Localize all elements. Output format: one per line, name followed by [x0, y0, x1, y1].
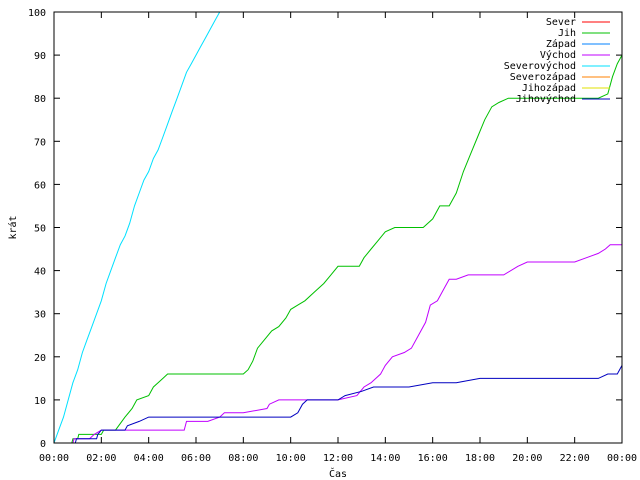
x-tick-label: 10:00	[276, 453, 306, 464]
y-tick-label: 10	[34, 396, 46, 407]
series-lines	[53, 11, 623, 444]
axis-ticks: 0 10 20 30 40 50 60 70 80 90 100 00:00 02:00 04:00 06:…	[28, 8, 637, 464]
x-tick-label: 08:00	[228, 453, 258, 464]
legend-label: Jihozápad	[522, 82, 576, 94]
y-tick-label: 30	[34, 310, 46, 321]
x-tick-label: 22:00	[560, 453, 590, 464]
x-tick-label: 04:00	[134, 453, 164, 464]
y-tick-label: 80	[34, 94, 46, 105]
x-tick-label: 18:00	[465, 453, 495, 464]
x-tick-label: 00:00	[607, 453, 637, 464]
series-line-1	[54, 54, 623, 444]
legend-label: Sever	[546, 17, 576, 28]
legend-label: Západ	[546, 38, 576, 50]
legend-label: Severovýchod	[504, 60, 576, 72]
series-line-4	[53, 11, 222, 444]
x-tick-label: 16:00	[418, 453, 448, 464]
y-tick-label: 70	[34, 137, 46, 148]
plot-frame	[53, 11, 623, 444]
legend-label: Severozápad	[510, 71, 576, 83]
y-tick-label: 100	[28, 8, 46, 19]
y-tick-label: 20	[34, 353, 46, 364]
x-tick-label: 00:00	[39, 453, 69, 464]
legend-label: Východ	[540, 49, 576, 61]
x-tick-label: 12:00	[323, 453, 353, 464]
y-tick-label: 90	[34, 51, 46, 62]
y-tick-label: 60	[34, 180, 46, 191]
x-axis-label: Čas	[329, 467, 347, 480]
y-tick-label: 40	[34, 267, 46, 278]
legend-label: Jihovýchod	[516, 93, 576, 105]
y-tick-label: 50	[34, 224, 46, 235]
x-tick-label: 20:00	[512, 453, 542, 464]
x-tick-label: 06:00	[181, 453, 211, 464]
legend-label: Jih	[558, 28, 576, 39]
legend: SeverJihZápadVýchodSeverovýchodSeverozáp…	[504, 17, 610, 105]
y-tick-label: 0	[40, 439, 46, 450]
x-tick-label: 14:00	[370, 453, 400, 464]
y-axis-label: krát	[7, 215, 19, 239]
series-line-3	[54, 244, 622, 444]
x-tick-label: 02:00	[86, 453, 116, 464]
series-line-7	[54, 365, 623, 444]
